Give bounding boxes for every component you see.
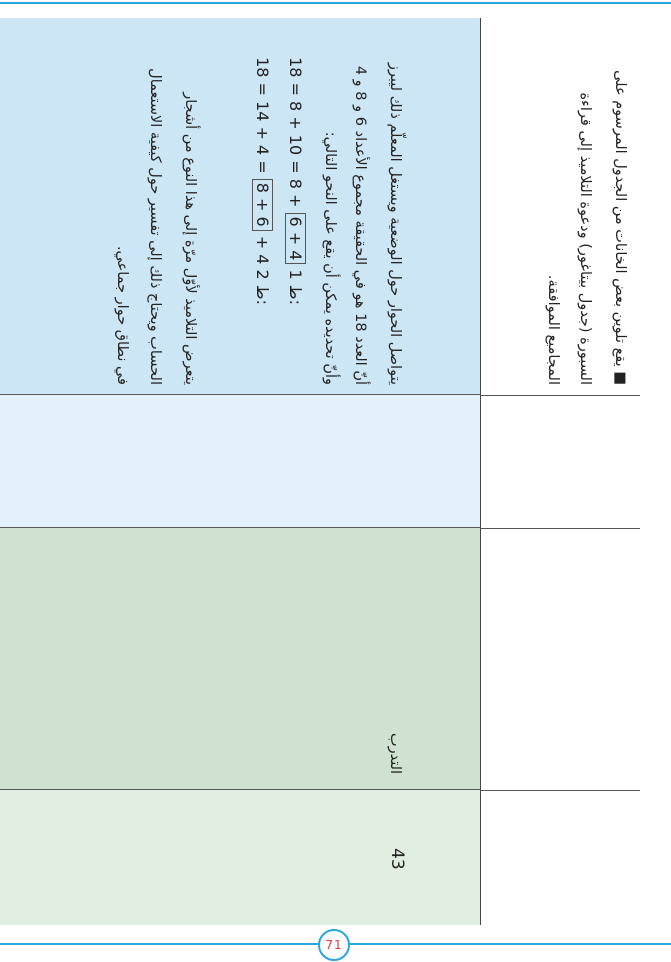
eq-label: ط 1: (286, 269, 305, 305)
header-line: ■ يقع تلوين بعض الخانات من الجدول المرسو… (612, 70, 628, 385)
divider (480, 395, 640, 396)
section-label: التدرب (387, 733, 403, 775)
body-line: في نطاق حوار جماعي. (114, 245, 130, 385)
section-number: 43 (387, 848, 407, 870)
eq-left: 18 = 8 + 10 = 8 + (286, 57, 305, 208)
equation: 18 = 14 + 4 = 8 + 6 + 4 ط 2: (251, 57, 273, 305)
header-line: السبورة (جدول بيتاغور) ودعوة التلاميذ إل… (577, 92, 593, 385)
top-rule (0, 2, 671, 4)
divider (480, 790, 640, 791)
body-line: الحساب ويحتاج ذلك إلى تفسير حول كيفية ال… (147, 68, 163, 385)
eq-after: + 4 (253, 235, 272, 265)
divider (480, 528, 640, 529)
eq-left: 18 = 14 + 4 = (253, 57, 272, 174)
eq-label: ط 2: (253, 269, 272, 305)
body-line: يتعرض التلاميذ لأوّل مرّة إلى هذا النوع … (182, 92, 198, 385)
table: ■ يقع تلوين بعض الخانات من الجدول المرسو… (0, 18, 640, 925)
eq-box: 8 + 6 (252, 178, 273, 231)
equation: 18 = 8 + 10 = 8 + 6 + 4 ط 1: (284, 57, 306, 305)
page-number: 71 (318, 929, 350, 961)
eq-box: 6 + 4 (285, 212, 306, 265)
body-line: وأنّ تحديده يمكن أن يقع على النحو التالي… (322, 131, 338, 385)
body-line: يتواصل الحوار حول الوضعية ويستغل المعلّم… (387, 62, 403, 385)
body-line: أنّ العدد 18 هو في الحقيقة مجموع الأعداد… (352, 65, 368, 385)
header-line: المجاميع الموافقة. (545, 274, 561, 385)
